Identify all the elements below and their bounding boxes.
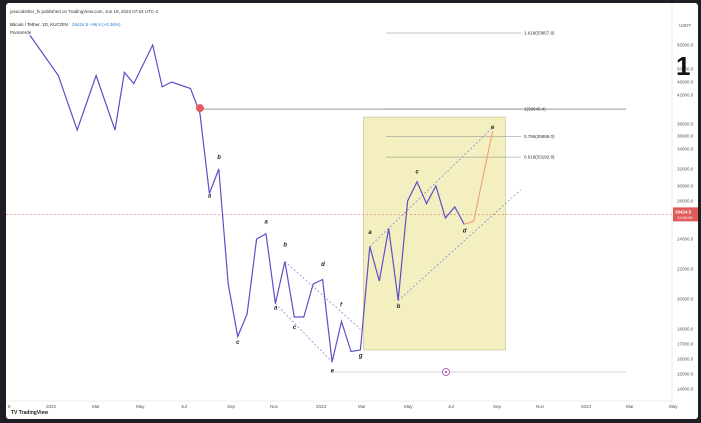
y-tick-label: 55000.0 bbox=[677, 43, 694, 48]
y-tick-label: 22000.0 bbox=[677, 267, 694, 272]
wave-label-d: d bbox=[463, 229, 467, 235]
channel-lower-line bbox=[397, 189, 522, 301]
y-tick-label: 34000.0 bbox=[677, 147, 694, 152]
symbol-name: Bitcoin / Tether, 1D, KUCOIN bbox=[10, 22, 68, 27]
x-tick-label: Sep bbox=[493, 404, 502, 409]
resistance-marker[interactable] bbox=[195, 104, 204, 113]
fib-level-label: 1(39640.4) bbox=[524, 107, 546, 112]
triangle-lower-line bbox=[275, 303, 333, 363]
x-tick-label: May bbox=[669, 404, 678, 409]
y-tick-label: 18000.0 bbox=[677, 327, 694, 332]
y-tick-label: 15000.0 bbox=[677, 372, 694, 377]
x-tick-label: 2022 bbox=[46, 404, 57, 409]
fib-level-label: 1.618(53857.8) bbox=[524, 31, 555, 36]
y-tick-label: 42000.0 bbox=[677, 93, 694, 98]
price-chart[interactable]: 1.618(53857.8) 1(39640.4) 0.786(35888.0) 0.… bbox=[6, 3, 698, 419]
channel-upper-line bbox=[369, 127, 493, 247]
y-tick-label: 20000.0 bbox=[677, 297, 694, 302]
wave-label-g: g bbox=[358, 354, 363, 360]
x-tick-label: 2024 bbox=[581, 404, 592, 409]
x-tick-label: Nov bbox=[270, 404, 279, 409]
x-tick-label: Nov bbox=[536, 404, 545, 409]
y-axis-unit: USDT bbox=[679, 23, 692, 28]
y-tick-label: 17000.0 bbox=[677, 342, 694, 347]
wave-label-b: b bbox=[397, 304, 401, 310]
annotation-number: 1 bbox=[676, 51, 691, 81]
projection-line bbox=[464, 131, 494, 225]
wave-label-d: d bbox=[321, 262, 325, 268]
y-tick-label: 36000.0 bbox=[677, 134, 694, 139]
current-price-value: 26424.5 bbox=[675, 209, 692, 214]
wave-label-e: e bbox=[331, 369, 335, 375]
publisher-text: josucabsher_fx published on TradingView.… bbox=[10, 9, 159, 14]
y-tick-label: 14000.0 bbox=[677, 387, 694, 392]
x-tick-label: May bbox=[404, 404, 413, 409]
y-tick-label: 46000.0 bbox=[677, 80, 694, 85]
price-info: 26424.5 +96.5 (+0.36%) bbox=[71, 22, 121, 27]
x-tick-label: Sep bbox=[227, 404, 236, 409]
y-tick-label: 16000.0 bbox=[677, 357, 694, 362]
wave-label-c: c bbox=[416, 169, 420, 175]
wave-label-c: c bbox=[236, 340, 240, 346]
event-icon-dot bbox=[445, 371, 447, 373]
indicator-label: ParaVerde bbox=[10, 30, 32, 35]
tv-icon: TV bbox=[11, 410, 18, 416]
x-tick-label: Jul bbox=[181, 404, 187, 409]
wave-label-b: b bbox=[283, 243, 287, 249]
wave-label-a: a bbox=[265, 219, 269, 225]
wave-label-a: a bbox=[208, 193, 212, 199]
y-tick-label: 30000.0 bbox=[677, 184, 694, 189]
x-tick-label: Mar bbox=[358, 404, 366, 409]
tradingview-logo: TV TradingView bbox=[11, 410, 48, 416]
brand-text: TradingView bbox=[18, 410, 49, 416]
fib-level-label: 0.786(35888.0) bbox=[524, 134, 555, 139]
symbol-line: Bitcoin / Tether, 1D, KUCOIN 26424.5 +96… bbox=[10, 22, 121, 27]
wave-label-e: e bbox=[491, 125, 495, 131]
x-tick-label: Mar bbox=[92, 404, 100, 409]
wave-label-f: f bbox=[340, 303, 343, 309]
triangle-upper-line bbox=[284, 261, 361, 330]
x-tick-label: May bbox=[136, 404, 145, 409]
current-price-timer: 12:06:06 bbox=[677, 215, 693, 220]
wave-label-a: a bbox=[274, 306, 278, 312]
y-tick-label: 50000.0 bbox=[677, 67, 694, 72]
wave-label-a: a bbox=[368, 230, 372, 236]
x-tick-label: 8 bbox=[8, 404, 11, 409]
fib-box bbox=[363, 116, 506, 351]
x-tick-label: Mar bbox=[626, 404, 634, 409]
current-price-badge bbox=[673, 207, 698, 222]
y-tick-label: 28000.0 bbox=[677, 199, 694, 204]
y-tick-label: 38000.0 bbox=[677, 122, 694, 127]
price-line bbox=[29, 35, 465, 363]
chart-frame: 1.618(53857.8) 1(39640.4) 0.786(35888.0) 0.… bbox=[6, 3, 698, 419]
y-tick-label: 32000.0 bbox=[677, 167, 694, 172]
wave-label-c: c bbox=[293, 325, 297, 331]
wave-label-b: b bbox=[217, 155, 221, 161]
fib-level-label: 0.618(33192.8) bbox=[524, 155, 555, 160]
x-tick-label: Jul bbox=[448, 404, 454, 409]
y-tick-label: 24000.0 bbox=[677, 237, 694, 242]
x-tick-label: 2023 bbox=[316, 404, 327, 409]
